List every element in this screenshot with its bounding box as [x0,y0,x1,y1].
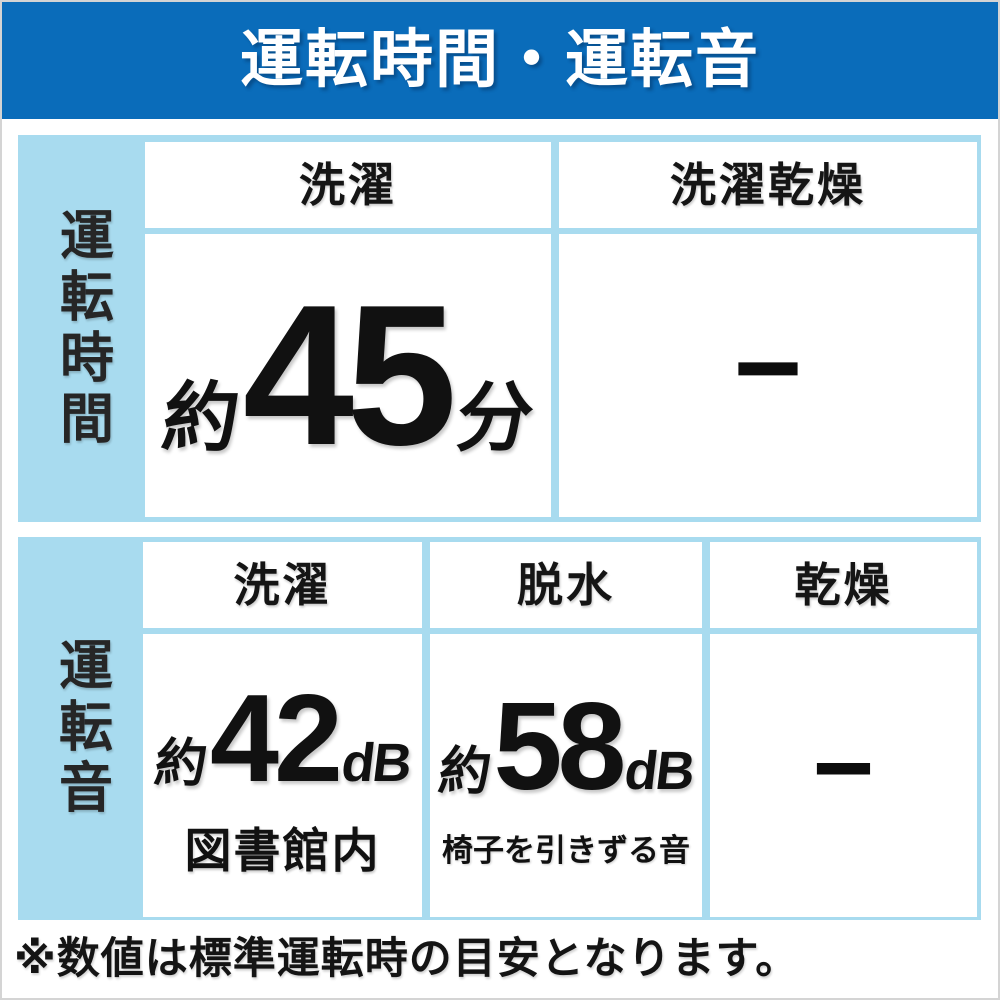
time-col-header-wash-label: 洗濯 [299,159,397,211]
operation-noise-table: 運転音 洗濯 脱水 乾燥 約 42 dB 図書館内 約 [18,537,981,920]
wash-dry-no-data-dash: − [733,301,803,434]
noise-col-header-spin: 脱水 [430,542,702,628]
wash-time-value-group: 約 45 分 [158,263,539,487]
spin-noise-caption: 椅子を引きずる音 [442,833,690,868]
spin-noise-approx: 約 [434,743,495,801]
wash-time-approx: 約 [157,375,245,461]
spin-noise-value-group: 約 58 dB [435,678,698,816]
time-cell-wash-dry: − [559,234,977,517]
wash-noise-unit: dB [338,733,414,793]
title-banner: 運転時間・運転音 [2,2,998,119]
operation-time-row-label: 運転時間 [51,206,112,451]
spin-noise-number: 58 [493,678,627,816]
time-cell-wash: 約 45 分 [145,234,551,517]
spin-noise-group: 約 58 dB 椅子を引きずる音 [435,678,698,868]
noise-cell-dry: − [710,634,977,917]
time-col-header-wash-dry-label: 洗濯乾燥 [670,159,866,211]
page-title: 運転時間・運転音 [240,25,760,95]
operation-time-table: 運転時間 洗濯 洗濯乾燥 約 45 分 − [18,135,981,522]
noise-col-header-wash-label: 洗濯 [233,559,332,611]
time-col-header-wash-dry: 洗濯乾燥 [559,142,977,228]
noise-col-header-dry-label: 乾燥 [794,559,893,611]
noise-col-header-dry: 乾燥 [710,542,977,628]
noise-col-header-wash: 洗濯 [143,542,422,628]
time-col-header-wash: 洗濯 [145,142,551,228]
wash-noise-caption: 図書館内 [184,824,381,877]
wash-noise-number: 42 [210,670,343,808]
footnote: ※数値は標準運転時の目安となります。 [14,935,800,983]
wash-time-number: 45 [242,263,457,487]
wash-noise-value-group: 約 42 dB [151,670,413,808]
operation-noise-row-label: 運転音 [50,637,111,820]
noise-col-header-spin-label: 脱水 [517,559,615,611]
wash-noise-group: 約 42 dB 図書館内 [151,670,413,877]
noise-cell-wash: 約 42 dB 図書館内 [143,634,422,917]
dry-no-data-dash: − [812,708,875,827]
wash-noise-approx: 約 [151,735,211,793]
wash-time-unit: 分 [452,375,539,461]
spin-noise-unit: dB [621,741,698,801]
noise-cell-spin: 約 58 dB 椅子を引きずる音 [430,634,702,917]
